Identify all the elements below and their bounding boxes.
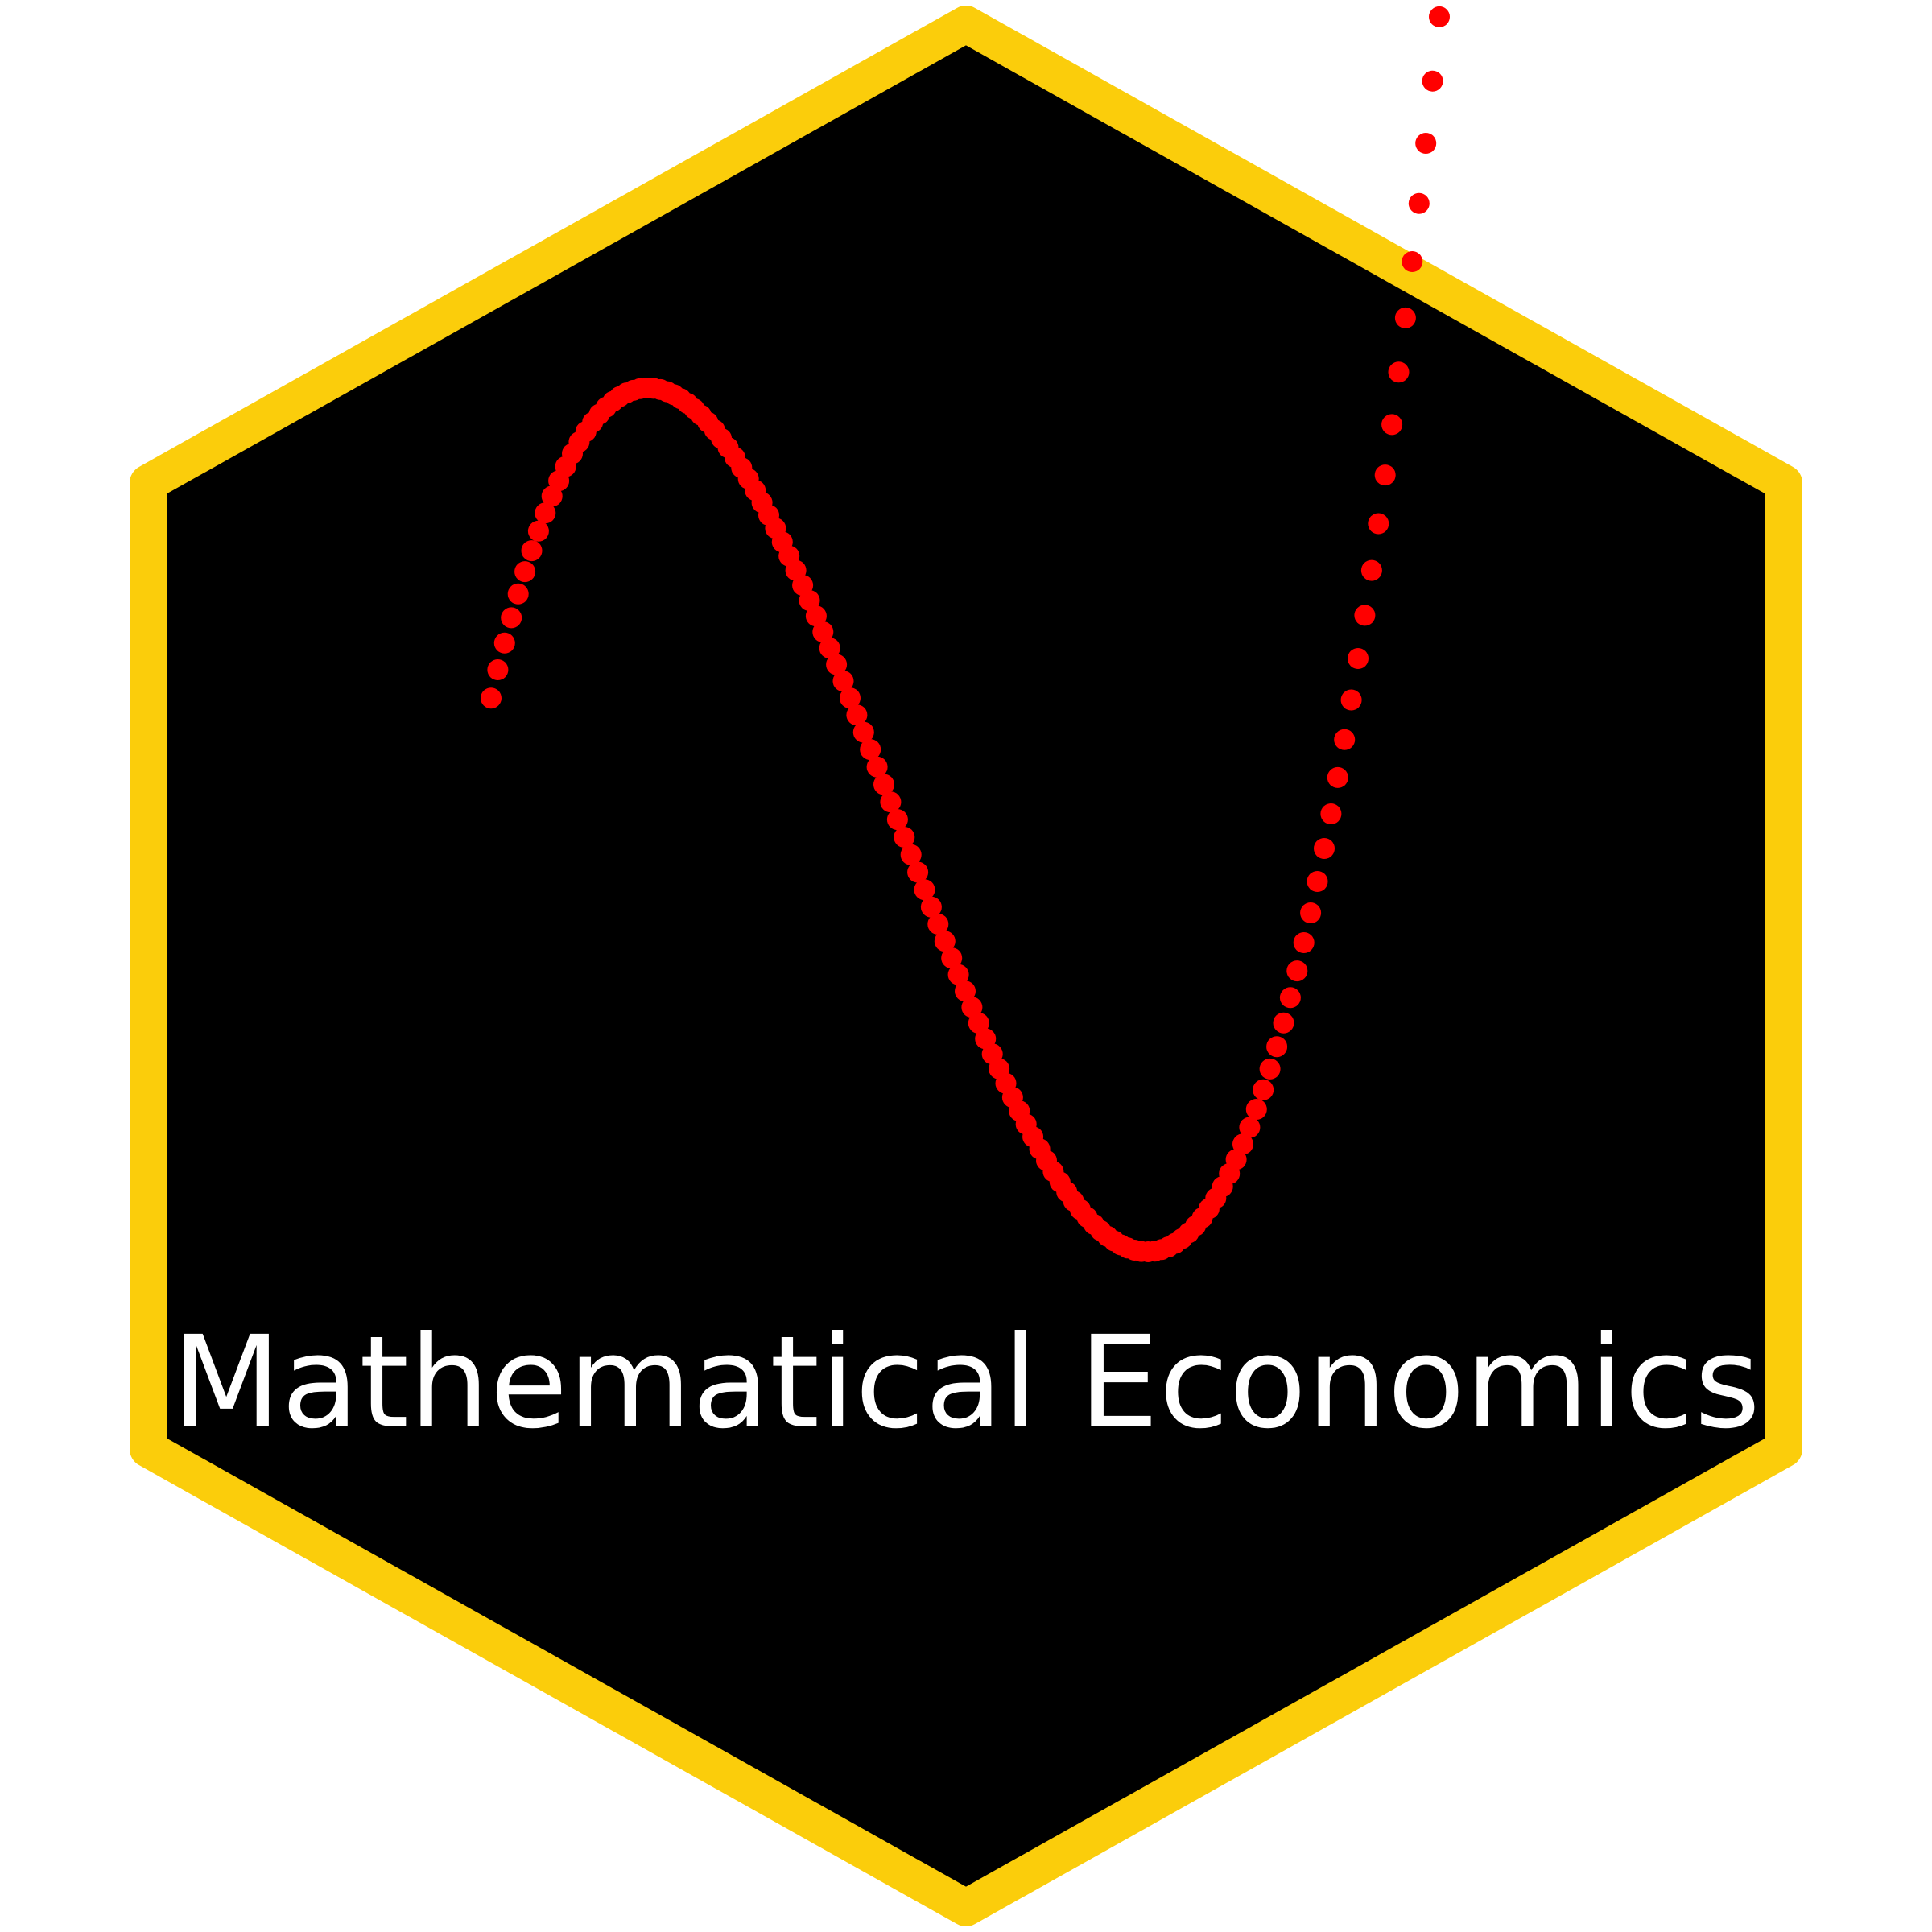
curve-dot [1259,1058,1281,1080]
curve-dot [955,980,976,1002]
cubic-curve [481,6,1450,1262]
curve-dot [873,774,894,795]
curve-dot [886,809,908,831]
curve-dot [1360,559,1382,581]
curve-dot [501,607,522,629]
curve-dot [914,879,935,901]
curve-dot [840,687,861,709]
curve-dot [880,791,902,813]
curve-dot [1239,1117,1261,1138]
curve-dot [1279,987,1301,1009]
curve-dot [805,605,827,627]
curve-dot [1381,414,1403,436]
curve-dot [846,704,868,726]
curve-dot [1232,1133,1253,1155]
curve-dot [947,964,969,985]
curve-dot [819,638,840,659]
curve-dot [514,561,536,583]
curve-dot [1334,729,1356,750]
curve-dot [812,621,834,642]
curve-dot [1314,838,1335,859]
curve-dot [1429,6,1450,27]
curve-dot [934,931,956,952]
curve-dot [1354,605,1376,626]
curve-dot [1266,1036,1288,1058]
sticker-title: Mathematical Economics [171,1309,1761,1457]
curve-dot [1388,361,1410,383]
curve-dot [481,687,502,709]
curve-dot [1348,648,1368,669]
curve-dot [920,896,942,918]
curve-dot [535,502,556,524]
curve-dot [1320,803,1342,824]
curve-dot [1374,464,1396,486]
curve-dot [521,540,543,562]
curve-dot [487,659,509,680]
curve-dot [1286,960,1308,982]
curve-dot [1273,1012,1294,1034]
curve-dot [1293,932,1315,953]
curve-dot [894,827,915,848]
curve-dot [1402,251,1423,272]
curve-dot [1327,766,1348,788]
curve-dot [1245,1099,1267,1120]
curve-dot [961,997,983,1018]
curve-dot [968,1013,989,1034]
hexagon-shape [130,6,1802,1926]
curve-dot [826,654,848,675]
curve-dot [927,914,949,935]
curve-dot [941,947,963,969]
curve-dot [1253,1079,1274,1100]
curve-dot [1408,192,1430,214]
curve-dot [1300,902,1322,923]
curve-dot [1307,871,1328,892]
curve-dot [1368,513,1389,535]
curve-dot [907,861,929,883]
curve-dot [493,632,515,654]
curve-dot [1415,133,1437,154]
curve-dot [527,520,549,542]
curve-dot [852,721,874,743]
curve-dot [1340,689,1362,711]
curve-dot [1422,70,1443,92]
curve-dot [1394,307,1416,328]
curve-dot [866,756,888,778]
curve-dot [832,671,854,692]
curve-dot [900,844,922,865]
curve-dot [860,739,881,761]
curve-dot [507,583,529,605]
